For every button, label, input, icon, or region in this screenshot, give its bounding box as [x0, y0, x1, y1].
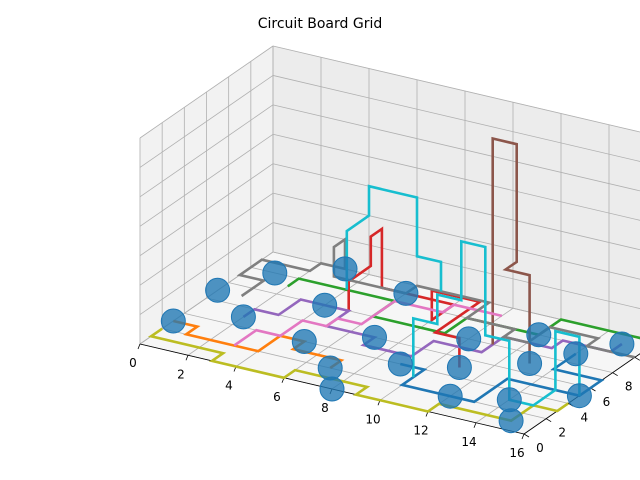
chart-title: Circuit Board Grid	[258, 16, 383, 32]
node-point	[206, 278, 230, 302]
y-tick-label-mark	[546, 419, 551, 422]
node-point	[313, 293, 337, 317]
node-point	[447, 356, 471, 380]
node-point	[231, 305, 255, 329]
x-tick-label-mark	[522, 434, 524, 439]
axes-panes	[140, 46, 640, 434]
node-point	[388, 352, 412, 376]
node-point	[292, 330, 316, 354]
y-tick-label: 2	[558, 426, 566, 440]
x-tick-label-mark	[138, 344, 140, 349]
y-tick-label-mark	[635, 357, 640, 360]
node-point	[363, 325, 387, 349]
x-tick-label: 8	[321, 401, 329, 415]
x-tick-label: 16	[509, 446, 524, 460]
node-point	[318, 356, 342, 380]
node-point	[497, 388, 521, 412]
y-tick-label-mark	[613, 373, 618, 376]
node-point	[161, 309, 185, 333]
x-tick-label: 6	[273, 390, 281, 404]
node-point	[438, 384, 462, 408]
node-point	[567, 384, 591, 408]
y-tick-label: 4	[580, 410, 588, 424]
y-tick-label: 0	[536, 441, 544, 455]
x-tick-label: 12	[413, 424, 428, 438]
node-point	[527, 323, 551, 347]
y-tick-label: 8	[625, 380, 633, 394]
x-tick-label: 14	[461, 435, 476, 449]
node-point	[394, 281, 418, 305]
node-point	[499, 409, 523, 433]
x-tick-label: 4	[225, 379, 233, 393]
node-point	[320, 377, 344, 401]
node-point	[610, 332, 634, 356]
y-tick-label: 6	[603, 395, 611, 409]
node-point	[457, 327, 481, 351]
x-tick-label: 2	[177, 367, 185, 381]
node-point	[564, 342, 588, 366]
node-point	[333, 257, 357, 281]
node-point	[263, 261, 287, 285]
x-tick-label: 10	[365, 412, 380, 426]
x-tick-label-mark	[474, 423, 476, 428]
y-tick-label-mark	[524, 434, 529, 437]
x-tick-label-mark	[186, 355, 188, 360]
node-point	[518, 352, 542, 376]
x-tick-label: 0	[129, 356, 137, 370]
